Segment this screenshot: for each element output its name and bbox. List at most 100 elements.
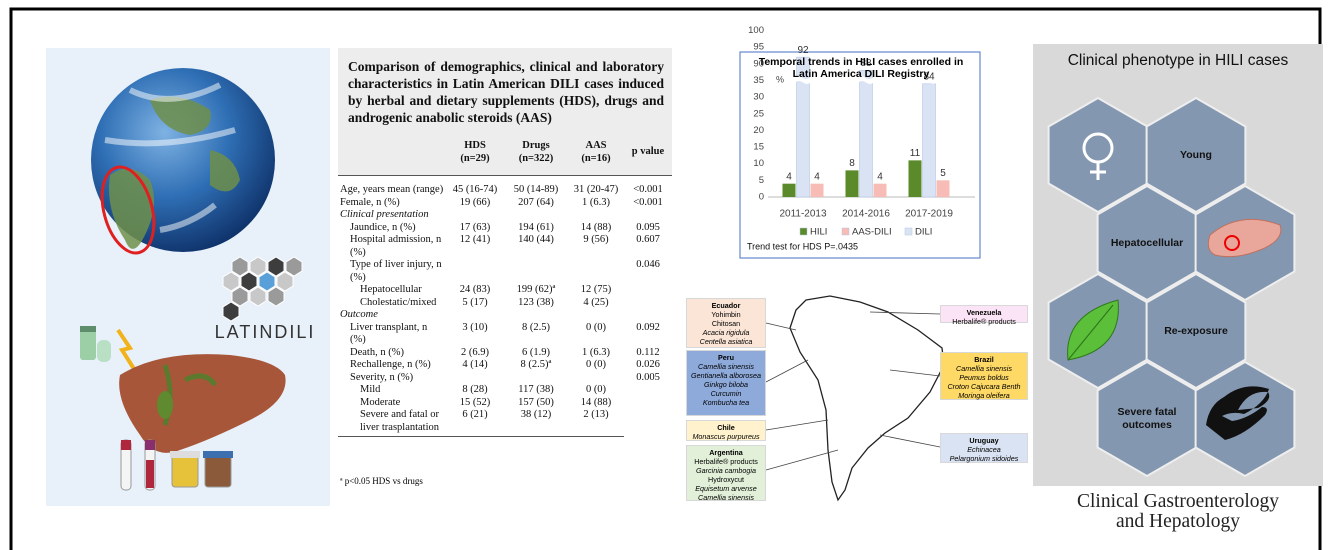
- journal-line: Clinical Gastroenterology: [1077, 491, 1279, 512]
- cell: 194 (61): [518, 221, 554, 233]
- table-row: Mild 8 (28) 117 (38) 0 (0): [338, 384, 672, 397]
- y-tick-label: 15: [753, 142, 764, 153]
- column-n: (n=16): [581, 152, 611, 164]
- section-heading: Clinical presentation: [340, 209, 429, 220]
- hexagon-label-box: Re-exposure: [1164, 324, 1228, 337]
- liver: [119, 354, 286, 453]
- table-row: Type of liver injury, n (%) 0.046: [338, 259, 672, 284]
- section-row: Outcome: [338, 309, 672, 322]
- cell: 140 (44): [518, 234, 554, 245]
- product: Equisetum arvense: [695, 484, 757, 493]
- hexagon-label-box: Severe fatal outcomes: [1118, 406, 1177, 431]
- table-row: Severe and fatal or liver trasplantation…: [338, 409, 672, 437]
- cell: 6 (21): [446, 409, 504, 437]
- product: Chitosan: [711, 319, 741, 328]
- cell: 8 (2.5): [522, 321, 550, 333]
- row-label: Rechallenge, n (%): [350, 359, 431, 370]
- column-name: AAS: [585, 140, 607, 151]
- x-tick-label: 2011-2013: [779, 209, 827, 220]
- legend-label: AAS-DILI: [852, 227, 892, 238]
- cell: 2 (13): [568, 409, 624, 437]
- cell: 0.046: [636, 259, 660, 270]
- gallbladder: [157, 391, 173, 419]
- cell-empty: [568, 372, 624, 385]
- table-row: Liver transplant, n (%) 3 (10) 8 (2.5) 0 (0…: [338, 322, 672, 347]
- y-tick-label: 20: [753, 125, 764, 136]
- cell: 0.607: [636, 234, 660, 245]
- row-label: Type of liver injury, n (%): [350, 259, 442, 283]
- column-name: Drugs: [522, 140, 550, 151]
- hexagon-label-box: Hepatocellular: [1110, 236, 1184, 249]
- column-n: (n=322): [518, 152, 554, 164]
- product: Croton Cajucara Benth: [947, 382, 1021, 391]
- cell: 8 (28): [462, 384, 488, 395]
- table-row: Rechallenge, n (%) 4 (14) 8 (2.5)ª 0 (0) 0.0…: [338, 359, 672, 372]
- row-label: Death, n (%): [350, 346, 404, 358]
- cell: 12 (41): [459, 234, 491, 245]
- cell: 17 (63): [459, 221, 491, 233]
- bar: [782, 183, 796, 197]
- cell-empty: [446, 372, 504, 385]
- hexagon-label: Hepatocellular: [1110, 236, 1184, 249]
- cell: <0.001: [633, 184, 663, 195]
- data-label: 5: [940, 168, 946, 179]
- cell: 0 (0): [585, 359, 607, 370]
- logo-text: LATINDILI: [215, 322, 316, 342]
- y-tick-label: 90: [753, 58, 764, 69]
- region-highlight: [100, 165, 156, 255]
- cell: 4 (14): [462, 359, 488, 370]
- table-row: Cholestatic/mixed 5 (17) 123 (38) 4 (25): [338, 297, 672, 310]
- y-tick-label: 10: [753, 158, 764, 169]
- y-axis-label: %: [776, 74, 784, 84]
- hand-liver-icon: [1206, 386, 1270, 440]
- row-label: Female, n (%): [340, 196, 400, 208]
- cell: 9 (56): [583, 234, 609, 245]
- data-label: 88: [860, 58, 872, 69]
- logo-hexagons: [222, 256, 303, 322]
- product: Garcinia cambogia: [696, 466, 756, 475]
- column-name: p value: [631, 146, 665, 158]
- country-name: Ecuador: [711, 301, 741, 310]
- row-label: Jaundice, n (%): [350, 221, 416, 233]
- cell: 0.112: [636, 346, 660, 358]
- bar: [936, 180, 950, 197]
- cell: 199 (62)ª: [516, 284, 556, 295]
- product: Moringa oleifera: [958, 391, 1010, 400]
- product: Acacia rigidula: [702, 328, 750, 337]
- country-name: Uruguay: [969, 436, 999, 445]
- table-row: Death, n (%) 2 (6.9) 6 (1.9) 1 (6.3) 0.112: [338, 347, 672, 360]
- table-row: Female, n (%) 19 (66) 207 (64) 1 (6.3) <0.00…: [338, 197, 672, 210]
- cell: 1 (6.3): [582, 196, 610, 208]
- chart-title: Temporal trends in HILI cases enrolled i…: [758, 56, 964, 80]
- header-blank: [338, 132, 446, 176]
- data-label: 4: [786, 171, 792, 182]
- legend-swatch: [799, 227, 808, 236]
- cell: <0.001: [633, 196, 663, 208]
- country-box: Venezuela Herbalife® products: [940, 305, 1028, 326]
- clouds: [104, 82, 236, 233]
- y-tick-label: 95: [753, 42, 764, 53]
- landmass: [109, 96, 240, 249]
- bar: [873, 183, 887, 197]
- cell: 8 (2.5)ª: [520, 359, 552, 370]
- table-row: Moderate 15 (52) 157 (50) 14 (88): [338, 397, 672, 410]
- country-box: Peru Camellia sinensis Gentianella alboros…: [686, 350, 766, 416]
- cell: 0.026: [636, 359, 660, 370]
- data-label: 8: [849, 158, 855, 169]
- cell-empty: [504, 372, 568, 385]
- sample-tubes: [120, 439, 233, 491]
- bar: [796, 56, 810, 198]
- table: HDS (n=29) Drugs (n=322) AAS (n=16) p value Ag…: [338, 132, 672, 437]
- hexagon: [1145, 272, 1247, 390]
- hexagon-label: Re-exposure: [1164, 324, 1228, 337]
- country-name: Venezuela: [966, 308, 1002, 317]
- section-row: Clinical presentation: [338, 209, 672, 222]
- cell-empty: [568, 259, 624, 284]
- cell: 0.095: [636, 221, 660, 233]
- y-tick-label: 25: [753, 108, 764, 119]
- cell: 3 (10): [462, 321, 488, 333]
- axis-break: [795, 75, 811, 84]
- legend-label: DILI: [915, 227, 932, 238]
- y-tick-label: 35: [753, 75, 764, 86]
